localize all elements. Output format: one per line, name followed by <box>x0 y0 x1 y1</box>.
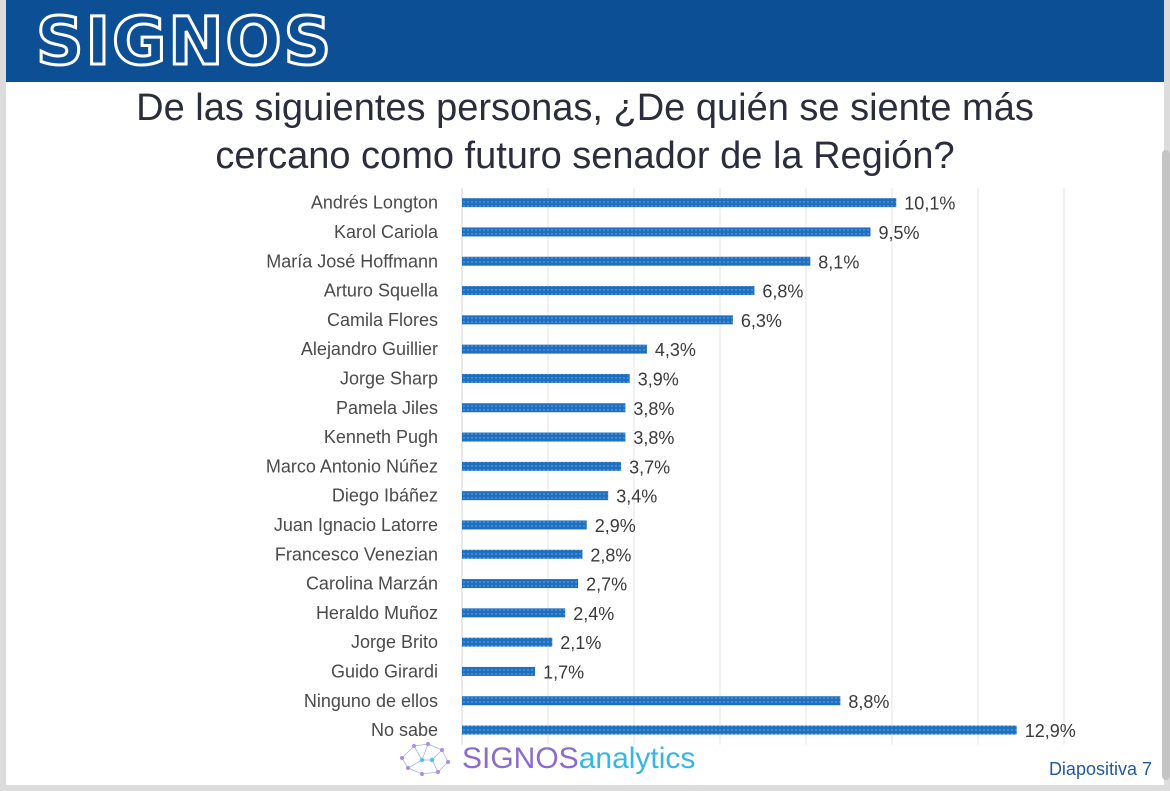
category-label: Karol Cariola <box>334 222 439 242</box>
bar <box>462 608 566 618</box>
chart-title: De las siguientes personas, ¿De quién se… <box>46 84 1124 180</box>
category-label: Marco Antonio Núñez <box>266 456 438 476</box>
category-label: Heraldo Muñoz <box>316 603 438 623</box>
bar <box>462 227 871 237</box>
data-label: 2,7% <box>586 575 627 595</box>
network-brain-icon <box>400 742 450 776</box>
bar <box>462 315 733 325</box>
bar <box>462 286 755 296</box>
data-label: 3,8% <box>633 399 674 419</box>
data-label: 2,4% <box>573 604 614 624</box>
logo-text-signos: SIGNOS <box>462 742 579 775</box>
logo-text: SIGNOSanalytics <box>462 742 695 776</box>
data-label: 6,8% <box>762 282 803 302</box>
category-label: Camila Flores <box>327 310 438 330</box>
bar <box>462 198 897 208</box>
category-label: No sabe <box>371 720 438 740</box>
data-label: 3,9% <box>638 369 679 389</box>
bar <box>462 373 630 383</box>
bar <box>462 520 587 530</box>
footer-logo: SIGNOSanalytics <box>394 736 695 782</box>
header-band: SIGNOS <box>6 0 1164 82</box>
data-label: 10,1% <box>904 194 955 214</box>
data-label: 9,5% <box>879 223 920 243</box>
category-label: Ninguno de ellos <box>304 691 438 711</box>
category-label: Arturo Squella <box>324 281 439 301</box>
slide: SIGNOS De las siguientes personas, ¿De q… <box>6 0 1164 785</box>
data-label: 3,4% <box>616 487 657 507</box>
category-label: Jorge Sharp <box>340 368 438 388</box>
data-label: 4,3% <box>655 340 696 360</box>
category-label: Francesco Venezian <box>275 544 438 564</box>
data-label: 6,3% <box>741 311 782 331</box>
title-line-1: De las siguientes personas, ¿De quién se… <box>136 87 1034 129</box>
bar <box>462 432 626 442</box>
category-label: Juan Ignacio Latorre <box>274 515 438 535</box>
data-label: 8,8% <box>848 692 889 712</box>
bar <box>462 491 609 501</box>
bar <box>462 461 622 471</box>
bar <box>462 696 841 706</box>
bar <box>462 403 626 413</box>
category-label: Alejandro Guillier <box>301 339 438 359</box>
bar <box>462 579 579 589</box>
bar <box>462 666 536 676</box>
bar <box>462 549 583 559</box>
data-label: 2,8% <box>590 545 631 565</box>
slide-number: Diapositiva 7 <box>1048 759 1152 779</box>
data-label: 8,1% <box>818 252 859 272</box>
data-label: 3,8% <box>633 428 674 448</box>
category-label: Jorge Brito <box>351 632 438 652</box>
scrollbar[interactable] <box>1162 150 1170 780</box>
logo-text-analytics: analytics <box>578 742 696 775</box>
category-label: Andrés Longton <box>311 193 438 213</box>
category-label: Diego Ibáñez <box>332 486 438 506</box>
category-label: Guido Girardi <box>331 661 438 681</box>
title-line-2: cercano como futuro senador de la Región… <box>215 135 955 177</box>
data-label: 12,9% <box>1025 721 1076 741</box>
bar <box>462 344 647 354</box>
category-label: María José Hoffmann <box>266 251 438 271</box>
bar-chart: Andrés Longton 10,1% Karol Cariola 9,5% Marí… <box>266 188 1076 745</box>
bar <box>462 725 1017 735</box>
category-label: Pamela Jiles <box>336 398 438 418</box>
bar <box>462 637 553 647</box>
brand-logo: SIGNOS <box>34 3 334 80</box>
category-label: Carolina Marzán <box>306 574 438 594</box>
category-label: Kenneth Pugh <box>324 427 438 447</box>
bar <box>462 256 811 266</box>
data-label: 2,1% <box>560 633 601 653</box>
data-label: 1,7% <box>543 662 584 682</box>
data-label: 2,9% <box>595 516 636 536</box>
data-label: 3,7% <box>629 457 670 477</box>
